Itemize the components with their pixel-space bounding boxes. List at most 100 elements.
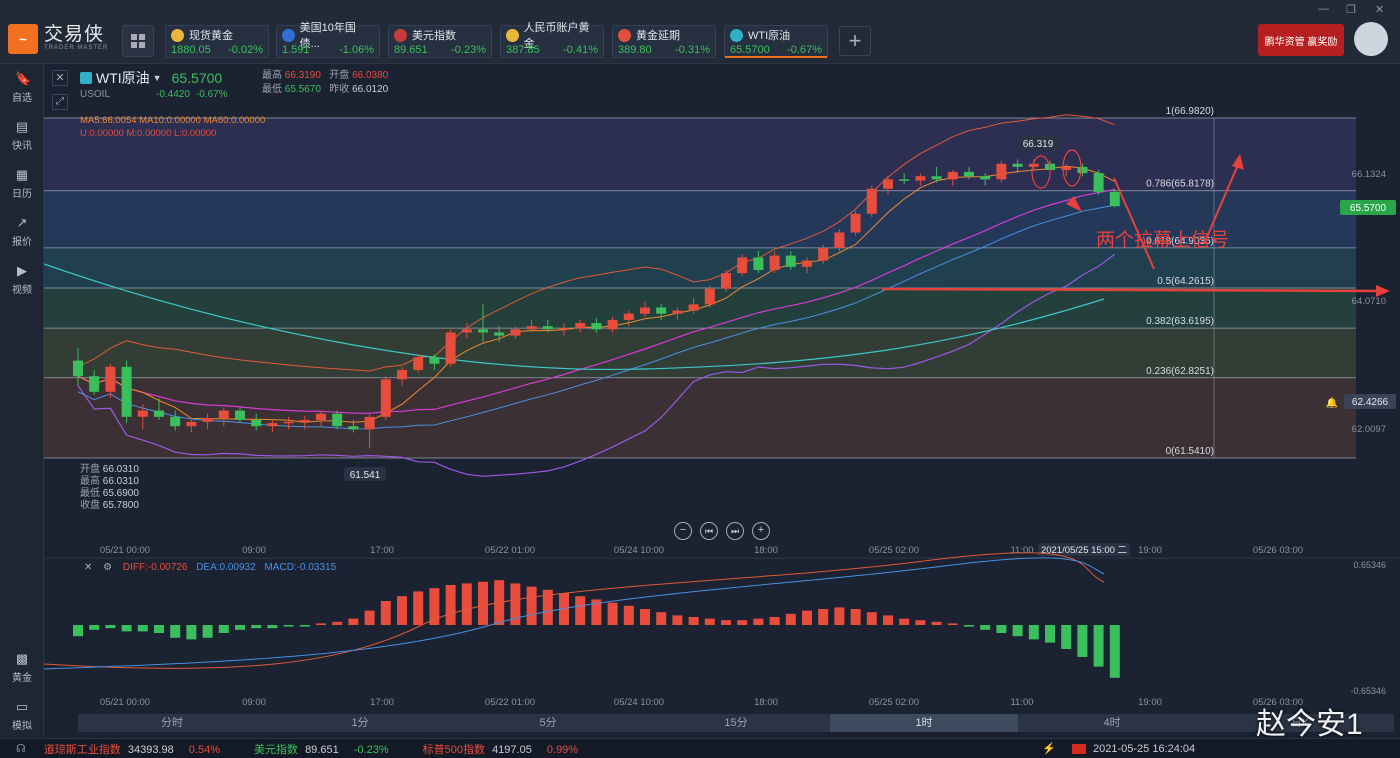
time-axis-label: 19:00 — [1138, 697, 1162, 708]
ticker-0[interactable]: 现货黄金 1880.05 -0.02% — [165, 25, 269, 58]
expand-icon[interactable]: ⤢ — [52, 94, 68, 110]
support-arrow-line — [881, 287, 1381, 293]
candle-body — [899, 179, 910, 181]
ticker-3[interactable]: 人民币账户黄金 387.85 -0.41% — [500, 22, 604, 58]
sidebar-item-0[interactable]: 🔖 自选 — [0, 72, 44, 105]
skip-back-icon[interactable]: ⏮ — [700, 522, 718, 540]
timeframe-15分[interactable]: 15分 — [724, 717, 748, 729]
close-chart-button[interactable]: ✕ — [52, 70, 68, 86]
macd-axis-label: -0.65346 — [1350, 686, 1386, 696]
time-axis-label: 17:00 — [370, 545, 394, 556]
minimize-icon[interactable]: — — [1318, 3, 1329, 15]
high-value: 66.3190 — [284, 70, 321, 81]
oil-icon — [730, 28, 743, 42]
time-axis-label: 05/25 02:00 — [869, 697, 919, 708]
macd-bar — [1012, 625, 1023, 637]
candle-body — [154, 410, 164, 417]
macd-bar — [478, 581, 488, 625]
macd-bar — [850, 609, 861, 625]
ticker-name: 现货黄金 — [189, 30, 233, 42]
candle-body — [1061, 166, 1072, 170]
candle-body — [526, 326, 537, 330]
chart-area[interactable]: 1(66.9820) 0.786(65.8178) 0.618(64.9035) 0.… — [44, 64, 1400, 738]
candle-body — [283, 421, 294, 424]
arrow-head — [1232, 154, 1244, 170]
chart-controls: − ⏮ ⏭ + — [674, 522, 770, 540]
candle-body — [478, 329, 488, 333]
fib-zone — [44, 118, 1356, 191]
ticker-5[interactable]: WTI原油 65.5700 -0.67% — [724, 25, 828, 58]
layout-grid-button[interactable] — [122, 25, 154, 57]
macd-bar — [316, 623, 326, 625]
sidebar-item-3[interactable]: ↗ 报价 — [0, 216, 44, 249]
ticker-price: 89.651 — [394, 44, 428, 56]
ticker-price: 389.80 — [618, 44, 652, 56]
promo-banner[interactable]: 鹏华资管 赢奖励 — [1258, 24, 1344, 56]
alert-price-tag — [1344, 394, 1396, 409]
sidebar-item-2[interactable]: ▦ 日历 — [0, 168, 44, 201]
app-subtitle: TRADER MASTER — [44, 45, 109, 51]
candle-body — [737, 257, 748, 274]
sidebar-bottom-item-0[interactable]: ▩ 黄金 — [0, 652, 44, 685]
ticker-1[interactable]: 美国10年国债... 1.591 -1.06% — [276, 22, 380, 58]
headset-icon[interactable]: ☊ — [16, 743, 26, 755]
candle-body — [640, 307, 650, 314]
sidebar-bottom-item-1[interactable]: ▭ 模拟 — [0, 700, 44, 733]
zoom-out-icon[interactable]: − — [674, 522, 692, 540]
macd-bar — [1061, 625, 1072, 649]
instrument-change-pct: -0.67% — [195, 89, 228, 100]
prev-close-value: 66.0120 — [352, 84, 389, 95]
boll-legend: U:0.00000 M:0.00000 L:0.00000 — [80, 128, 217, 139]
time-axis-label: 18:00 — [754, 545, 778, 556]
macd-bar — [170, 625, 181, 638]
sidebar-item-4[interactable]: ▶ 视频 — [0, 264, 44, 297]
sidebar-label: 报价 — [12, 237, 32, 248]
ticker-change: -0.23% — [451, 44, 486, 56]
ticker-change: -0.41% — [563, 44, 598, 56]
macd-bar — [1109, 625, 1120, 678]
restore-icon[interactable]: ❐ — [1346, 4, 1356, 16]
timeframe-5分[interactable]: 5分 — [539, 717, 557, 729]
macd-bar — [332, 621, 343, 625]
timeframe-日K[interactable]: 日K — [1290, 717, 1310, 729]
boll-upper-line — [77, 114, 1115, 372]
fib-label: 0.382(63.6195) — [1146, 316, 1214, 327]
timeframe-分时[interactable]: 分时 — [161, 717, 183, 729]
close-icon[interactable]: ✕ — [1375, 4, 1385, 16]
avatar[interactable] — [1354, 22, 1388, 56]
candle-body — [721, 273, 731, 289]
low-tag — [344, 467, 386, 481]
boll-mid-line — [77, 188, 1115, 414]
candle-body — [510, 329, 521, 336]
candle-body — [1028, 163, 1039, 167]
candle-body — [623, 313, 634, 320]
time-axis-label: 11:00 — [1010, 545, 1033, 556]
ticker-name: WTI原油 — [748, 30, 791, 42]
settings-icon[interactable]: ⚙ — [103, 562, 113, 573]
ticker-2[interactable]: 美元指数 89.651 -0.23% — [388, 25, 492, 58]
zoom-in-icon[interactable]: + — [752, 522, 770, 540]
add-ticker-button[interactable]: + — [839, 26, 871, 56]
ticker-4[interactable]: 黄金延期 389.80 -0.31% — [612, 25, 716, 58]
price-chart[interactable]: 1(66.9820) 0.786(65.8178) 0.618(64.9035) 0.… — [44, 64, 1400, 714]
macd-bar — [1093, 625, 1104, 667]
sidebar-item-1[interactable]: ▤ 快讯 — [0, 120, 44, 153]
candle-body — [802, 260, 812, 267]
candle-body — [785, 255, 796, 267]
time-axis-label: 09:00 — [242, 545, 266, 556]
timeframe-1时[interactable]: 1时 — [830, 714, 1018, 732]
time-axis-label: 05/22 01:00 — [485, 545, 535, 556]
macd-bar — [591, 599, 602, 625]
skip-forward-icon[interactable]: ⏭ — [726, 522, 744, 540]
chevron-down-icon[interactable]: ▼ — [152, 73, 162, 83]
close-macd-icon[interactable]: ✕ — [84, 562, 93, 573]
index-ticker[interactable]: 美元指数 89.651 -0.23% — [254, 743, 389, 756]
fib-zone — [44, 377, 1356, 458]
time-axis-label: 05/21 00:00 — [100, 545, 150, 556]
instrument-name[interactable]: WTI原油 — [96, 70, 150, 86]
timeframe-1分[interactable]: 1分 — [351, 717, 369, 729]
index-ticker[interactable]: 道琼斯工业指数 34393.98 0.54% — [43, 743, 220, 756]
macd-bar — [656, 612, 667, 625]
timeframe-4时[interactable]: 4时 — [1103, 717, 1121, 729]
index-ticker[interactable]: 标普500指数 4197.05 0.99% — [422, 743, 579, 756]
